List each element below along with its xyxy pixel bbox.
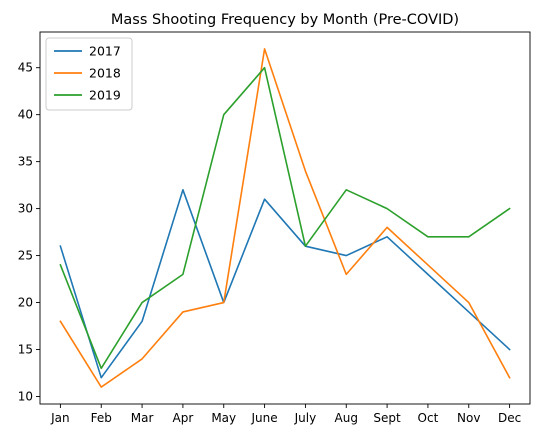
legend: 2017 2018 2019 [45,37,133,111]
axes: Jan Feb Mar Apr May June July Aug Sept Oct Nov Dec 1… [18,31,531,425]
y-tick-label: 20 [18,296,33,310]
legend-label-2018: 2018 [89,66,121,81]
y-tick-label: 40 [18,108,33,122]
legend-label-2017: 2017 [89,44,121,59]
x-tick-label: Aug [335,411,358,425]
x-tick-label: Feb [91,411,112,425]
x-tick-label: Mar [131,411,154,425]
x-tick-label: June [251,411,278,425]
x-tick-label: Oct [418,411,439,425]
x-tick-label: May [211,411,236,425]
series-line-2019 [59,66,511,370]
x-tick-label: Nov [457,411,480,425]
y-tick-label: 10 [18,389,33,403]
series-line-2018 [59,48,511,388]
series-line-2017 [59,189,511,379]
y-tick-label: 25 [18,249,33,263]
chart-title: Mass Shooting Frequency by Month (Pre-CO… [111,12,459,28]
y-tick-label: 35 [18,155,33,169]
x-tick-label: Apr [173,411,194,425]
legend-box [45,37,133,111]
y-tick-label: 15 [18,343,33,357]
y-tick-label: 45 [18,61,33,75]
legend-label-2019: 2019 [89,88,121,103]
x-tick-label: July [294,411,317,425]
x-tick-label: Jan [50,411,70,425]
x-tick-label: Sept [373,411,401,425]
y-tick-label: 30 [18,202,33,216]
x-tick-label: Dec [498,411,521,425]
plot-frame [39,31,531,405]
plot-area [59,48,511,388]
